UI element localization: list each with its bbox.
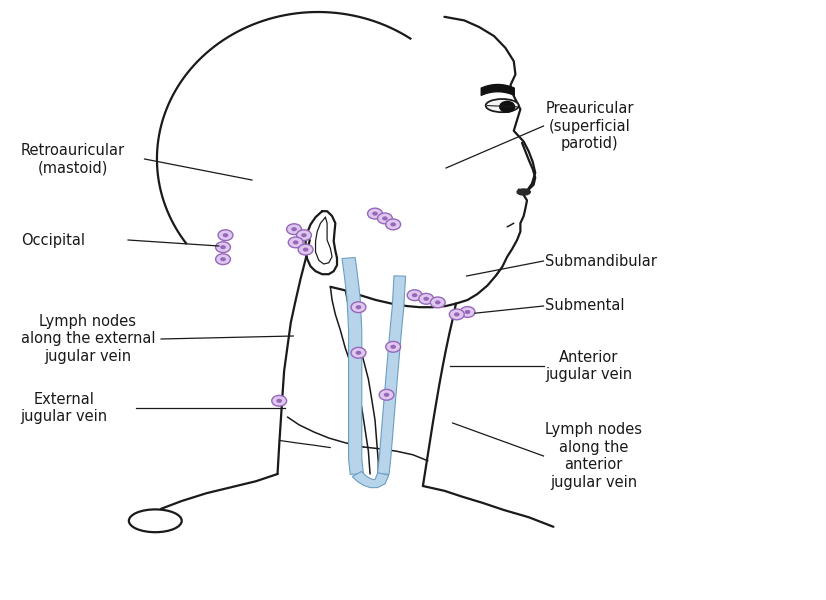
Circle shape	[288, 237, 303, 248]
Circle shape	[293, 241, 298, 244]
Circle shape	[272, 395, 287, 406]
Circle shape	[221, 245, 225, 249]
Circle shape	[356, 305, 361, 309]
Circle shape	[373, 212, 377, 215]
Text: Submandibular: Submandibular	[545, 254, 657, 269]
Circle shape	[460, 307, 475, 317]
Text: External
jugular vein: External jugular vein	[21, 392, 107, 424]
Circle shape	[500, 101, 515, 112]
Polygon shape	[377, 276, 406, 475]
Circle shape	[277, 399, 282, 403]
Text: Submental: Submental	[545, 298, 624, 313]
Circle shape	[382, 217, 387, 220]
Circle shape	[430, 297, 445, 308]
Circle shape	[298, 244, 313, 255]
Circle shape	[419, 293, 434, 304]
Circle shape	[454, 313, 459, 316]
Text: Anterior
jugular vein: Anterior jugular vein	[545, 350, 632, 382]
Circle shape	[384, 393, 389, 397]
Circle shape	[407, 290, 422, 301]
Circle shape	[391, 345, 396, 349]
Circle shape	[303, 248, 308, 251]
Circle shape	[465, 310, 470, 314]
Circle shape	[297, 230, 311, 241]
Circle shape	[351, 302, 366, 313]
Ellipse shape	[486, 99, 519, 112]
Circle shape	[391, 223, 396, 226]
Text: Lymph nodes
along the
anterior
jugular vein: Lymph nodes along the anterior jugular v…	[545, 422, 642, 490]
Circle shape	[292, 227, 297, 231]
Text: Retroauricular
(mastoid): Retroauricular (mastoid)	[21, 143, 125, 175]
Text: Occipital: Occipital	[21, 232, 84, 247]
Circle shape	[287, 224, 301, 235]
Circle shape	[424, 297, 429, 301]
Polygon shape	[342, 257, 363, 475]
Circle shape	[386, 341, 401, 352]
Circle shape	[223, 233, 228, 237]
Circle shape	[221, 257, 225, 261]
Circle shape	[368, 208, 382, 219]
Circle shape	[356, 351, 361, 355]
Circle shape	[449, 309, 464, 320]
Text: Preauricular
(superficial
parotid): Preauricular (superficial parotid)	[545, 101, 634, 151]
Circle shape	[351, 347, 366, 358]
Polygon shape	[352, 472, 389, 488]
Circle shape	[216, 242, 230, 253]
Circle shape	[216, 254, 230, 265]
Text: Lymph nodes
along the external
jugular vein: Lymph nodes along the external jugular v…	[21, 314, 155, 364]
Circle shape	[379, 389, 394, 400]
Circle shape	[218, 230, 233, 241]
Circle shape	[412, 293, 417, 297]
Circle shape	[386, 219, 401, 230]
Circle shape	[435, 301, 440, 304]
Circle shape	[301, 233, 306, 237]
Circle shape	[377, 213, 392, 224]
Ellipse shape	[517, 189, 530, 195]
